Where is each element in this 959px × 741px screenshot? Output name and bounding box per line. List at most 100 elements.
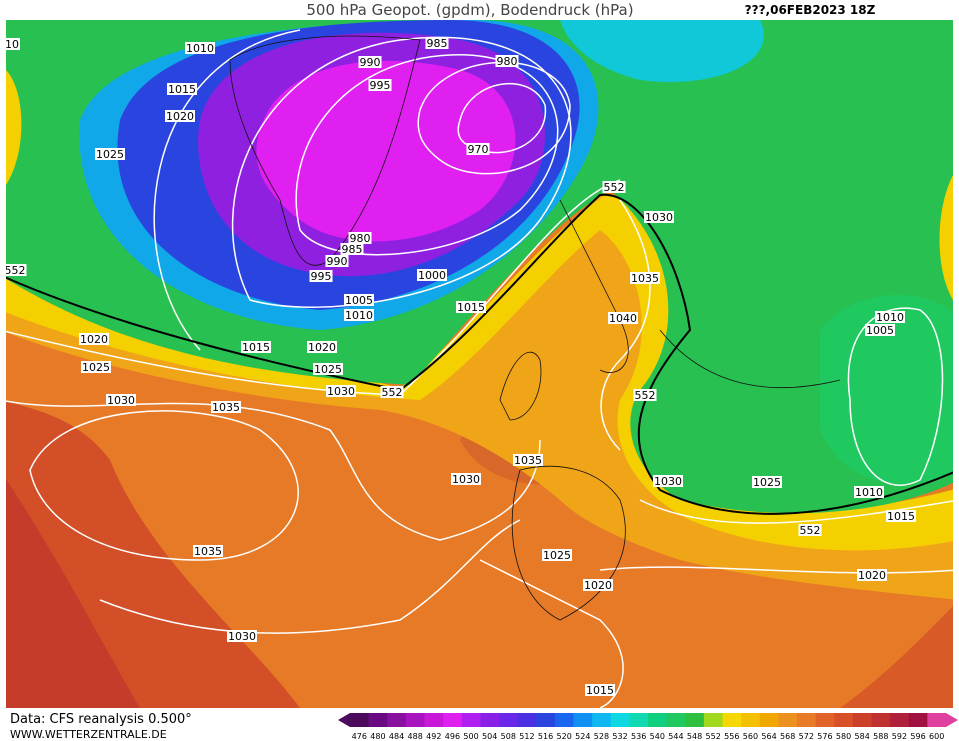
- colorbar-label: 500: [463, 732, 478, 741]
- coast: [229, 35, 421, 266]
- footer-site: WWW.WETTERZENTRALE.DE: [10, 728, 167, 741]
- contour-label: 1010: [345, 309, 373, 322]
- colorbar-swatch: [759, 713, 779, 727]
- contour-label: 1025: [543, 549, 571, 562]
- label-bg: [608, 312, 638, 324]
- colorbar-label: 488: [408, 732, 423, 741]
- colorbar-label: 580: [836, 732, 851, 741]
- colorbar-swatch: [648, 713, 668, 727]
- colorbar-label: 532: [612, 732, 627, 741]
- contour-label: 1010: [855, 486, 883, 499]
- contour-label: 1015: [242, 341, 270, 354]
- colorbar-label: 524: [575, 732, 590, 741]
- isobar: [153, 29, 651, 451]
- contour-label: 1010: [876, 311, 904, 324]
- colorbar-label: 476: [352, 732, 367, 741]
- contour-label: 10: [5, 38, 19, 51]
- colorbar-swatch: [554, 713, 574, 727]
- colorbar-swatch: [592, 713, 612, 727]
- field-yellow: [6, 194, 953, 600]
- dm552-contour: [6, 193, 953, 515]
- colorbar-swatch: [461, 713, 481, 727]
- label-bg: [95, 148, 125, 160]
- contour-label: 1015: [168, 83, 196, 96]
- contour-label: 970: [468, 143, 489, 156]
- colorbar-label: 504: [482, 732, 497, 741]
- colorbar-label: 564: [761, 732, 776, 741]
- colorbar: 476 480 484 488 492 496 500 504 508 512 516 520 524 5…: [338, 713, 958, 741]
- label-bg: [6, 38, 20, 50]
- contour-label: 1020: [858, 569, 886, 582]
- contour-label: 985: [342, 243, 363, 256]
- label-bg: [348, 232, 372, 244]
- label-bg: [456, 301, 486, 313]
- contour-label: 990: [360, 56, 381, 69]
- contour-label: 1035: [212, 401, 240, 414]
- colorbar-label: 516: [538, 732, 553, 741]
- label-bg: [313, 363, 343, 375]
- label-bg: [241, 341, 271, 353]
- contour-552: [6, 193, 953, 515]
- label-bg: [854, 486, 884, 498]
- colorbar-swatch: [797, 713, 817, 727]
- label-bg: [340, 243, 364, 255]
- label-bg: [79, 333, 109, 345]
- contour-label: 990: [327, 255, 348, 268]
- colorbar-label: 548: [687, 732, 702, 741]
- colorbar-swatch: [834, 713, 854, 727]
- label-bg: [193, 545, 223, 557]
- label-bg: [344, 309, 374, 321]
- colorbar-label: 520: [557, 732, 572, 741]
- label-bg: [165, 110, 195, 122]
- colorbar-swatch: [666, 713, 686, 727]
- colorbar-label: 588: [873, 732, 888, 741]
- label-bg: [513, 454, 543, 466]
- label-bg: [542, 549, 572, 561]
- contour-label: 1030: [327, 385, 355, 398]
- label-bg: [585, 684, 615, 696]
- contour-label: 552: [604, 181, 625, 194]
- label-bg: [630, 272, 660, 284]
- colorbar-swatch: [890, 713, 910, 727]
- label-bg: [307, 341, 337, 353]
- label-bg: [466, 143, 490, 155]
- isobar: [231, 36, 572, 308]
- label-bg: [633, 389, 657, 401]
- isobar: [479, 559, 624, 708]
- isobar: [599, 499, 953, 574]
- colorbar-label: 592: [892, 732, 907, 741]
- label-bg: [886, 510, 916, 522]
- contour-label: 1030: [228, 630, 256, 643]
- contour-label: 1020: [308, 341, 336, 354]
- colorbar-swatch: [927, 713, 947, 727]
- contour-label: 1020: [80, 333, 108, 346]
- colorbar-swatch: [741, 713, 761, 727]
- colorbar-label: 508: [501, 732, 516, 741]
- contour-label: 1025: [753, 476, 781, 489]
- colorbar-swatch: [480, 713, 500, 727]
- colorbar-label: 600: [929, 732, 944, 741]
- label-bg: [644, 211, 674, 223]
- contour-label: 995: [370, 79, 391, 92]
- colorbar-swatch: [629, 713, 649, 727]
- colorbar-label: 528: [594, 732, 609, 741]
- colorbar-label: 480: [370, 732, 385, 741]
- colorbar-label: 512: [519, 732, 534, 741]
- label-bg: [752, 476, 782, 488]
- colorbar-swatch: [685, 713, 705, 727]
- contour-label: 1000: [418, 269, 446, 282]
- isobar: [99, 519, 521, 634]
- contour-label: 552: [5, 264, 26, 277]
- label-bg: [227, 630, 257, 642]
- contour-label: 995: [311, 270, 332, 283]
- label-bg: [798, 524, 822, 536]
- map-title: 500 hPa Geopot. (gpdm), Bodendruck (hPa): [306, 1, 633, 19]
- colorbar-swatch: [852, 713, 872, 727]
- label-bg: [857, 569, 887, 581]
- contour-label: 985: [427, 37, 448, 50]
- contour-label: 1015: [457, 301, 485, 314]
- colorbar-label: 492: [426, 732, 441, 741]
- colorbar-swatch: [610, 713, 630, 727]
